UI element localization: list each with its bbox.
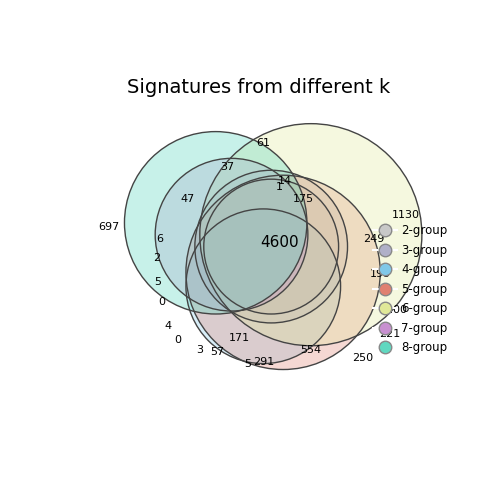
Circle shape [155, 158, 308, 311]
Text: 697: 697 [98, 222, 119, 232]
Text: 14: 14 [278, 176, 292, 186]
Text: 1100: 1100 [380, 305, 408, 315]
Title: Signatures from different k: Signatures from different k [127, 78, 390, 97]
Text: 37: 37 [221, 162, 235, 172]
Text: 199: 199 [369, 269, 391, 279]
Circle shape [186, 175, 380, 369]
Text: 554: 554 [300, 345, 322, 355]
Circle shape [200, 123, 422, 346]
Circle shape [204, 179, 339, 314]
Text: 3: 3 [197, 345, 203, 355]
Text: 61: 61 [256, 139, 270, 149]
Circle shape [186, 209, 341, 363]
Text: 57: 57 [211, 347, 225, 357]
Text: 5: 5 [244, 358, 251, 368]
Text: 1: 1 [276, 182, 283, 192]
Text: 221: 221 [380, 329, 401, 339]
Legend: 2-group, 3-group, 4-group, 5-group, 6-group, 7-group, 8-group: 2-group, 3-group, 4-group, 5-group, 6-gr… [373, 224, 448, 354]
Text: 0: 0 [174, 335, 181, 345]
Text: 291: 291 [253, 357, 274, 366]
Text: 1130: 1130 [392, 210, 420, 220]
Text: 47: 47 [181, 194, 195, 204]
Text: 0: 0 [159, 297, 166, 307]
Text: 250: 250 [352, 353, 373, 362]
Text: 5: 5 [155, 277, 162, 287]
Text: 4: 4 [164, 321, 172, 331]
Text: 171: 171 [229, 333, 250, 343]
Text: 175: 175 [292, 194, 313, 204]
Text: 249: 249 [363, 234, 385, 243]
Text: 6: 6 [157, 234, 164, 243]
Circle shape [195, 170, 348, 323]
Text: 2: 2 [153, 254, 160, 264]
Circle shape [124, 132, 307, 314]
Text: 4600: 4600 [260, 235, 298, 250]
